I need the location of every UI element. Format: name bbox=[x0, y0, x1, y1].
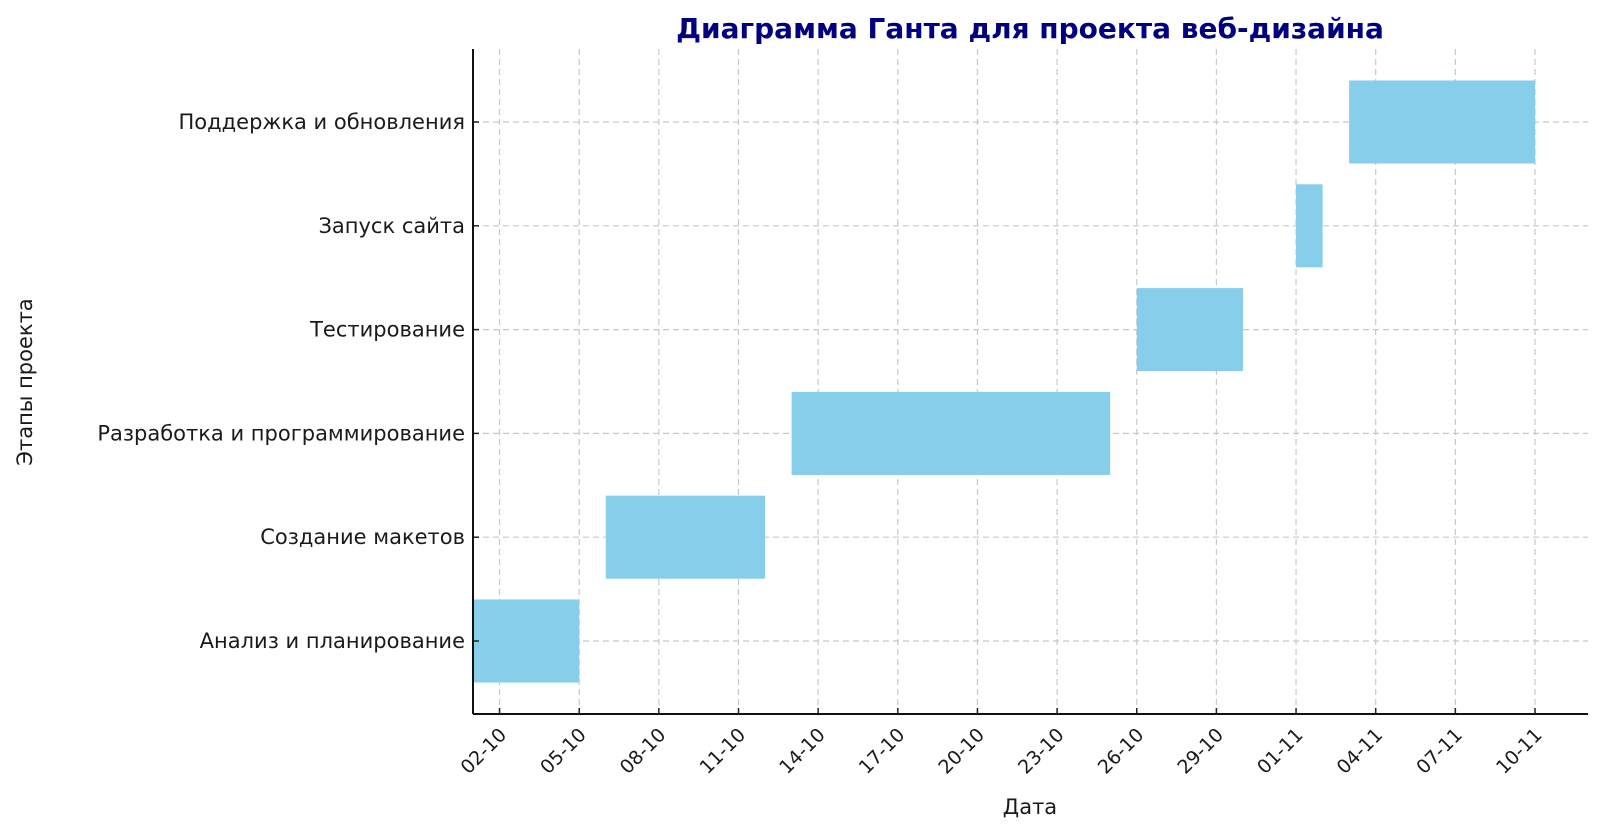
x-tick-label: 29-10 bbox=[1173, 724, 1228, 779]
x-tick-label: 10-11 bbox=[1492, 724, 1547, 779]
x-tick-label: 02-10 bbox=[456, 724, 511, 779]
y-tick-label: Запуск сайта bbox=[318, 214, 465, 238]
x-tick-label: 26-10 bbox=[1094, 724, 1149, 779]
x-tick-label: 14-10 bbox=[775, 724, 830, 779]
task-bar bbox=[1296, 184, 1323, 268]
task-bar bbox=[605, 495, 766, 579]
y-tick-label: Анализ и планирование bbox=[200, 629, 465, 653]
x-tick-label: 20-10 bbox=[934, 724, 989, 779]
x-tick-label: 05-10 bbox=[536, 724, 591, 779]
y-tick-label: Поддержка и обновления bbox=[178, 110, 465, 134]
task-bar bbox=[1136, 288, 1243, 372]
x-axis-label: Дата bbox=[1003, 795, 1057, 819]
y-tick-label: Создание макетов bbox=[260, 525, 465, 549]
x-tick-label: 07-11 bbox=[1412, 724, 1467, 779]
x-tick-label: 11-10 bbox=[695, 724, 750, 779]
y-tick-label: Тестирование bbox=[309, 318, 465, 342]
x-tick-label: 23-10 bbox=[1014, 724, 1069, 779]
x-tick-label: 01-11 bbox=[1253, 724, 1308, 779]
x-tick-label: 08-10 bbox=[616, 724, 671, 779]
x-tick-label: 17-10 bbox=[855, 724, 910, 779]
y-tick-label: Разработка и программирование bbox=[97, 421, 465, 445]
task-bar bbox=[791, 391, 1111, 475]
x-tick-label: 04-11 bbox=[1333, 724, 1388, 779]
y-axis-label: Этапы проекта bbox=[13, 298, 37, 465]
chart-title: Диаграмма Ганта для проекта веб-дизайна bbox=[676, 12, 1384, 45]
task-bar bbox=[473, 599, 580, 683]
task-bar bbox=[1349, 80, 1535, 164]
